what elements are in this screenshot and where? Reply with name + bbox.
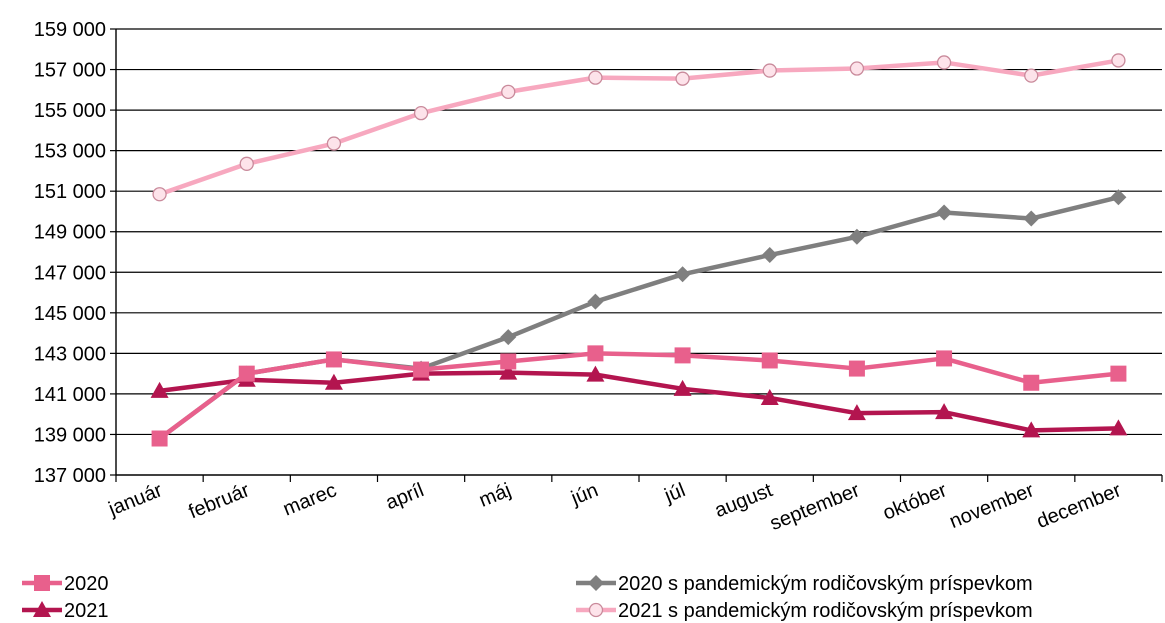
series-line	[158, 351, 1119, 441]
data-point	[152, 187, 167, 202]
data-point	[849, 61, 865, 76]
data-point	[324, 373, 343, 390]
axes	[110, 28, 1163, 482]
series-0	[151, 345, 1127, 447]
legend-marker	[588, 602, 604, 618]
data-point	[326, 136, 342, 151]
data-point	[762, 63, 777, 78]
data-point	[413, 105, 429, 121]
data-point	[936, 55, 952, 70]
y-tick-label: 157 000	[34, 60, 106, 82]
data-point	[935, 403, 954, 420]
x-tick-label: január	[105, 479, 166, 521]
x-tick-label: marec	[280, 479, 340, 520]
data-point	[848, 228, 865, 245]
legend-label: 2020 s pandemickým rodičovským príspevko…	[618, 573, 1033, 595]
x-tick-label: december	[1034, 479, 1125, 533]
data-point	[936, 204, 953, 221]
data-point	[587, 293, 604, 310]
x-tick-label: september	[767, 479, 863, 535]
data-point	[501, 84, 516, 99]
legend-item: 2020	[22, 573, 109, 595]
legend-label: 2021	[64, 600, 109, 622]
legend: 2020 2021 2020 s pandemickým rodičovským p…	[22, 573, 1033, 622]
legend-marker	[34, 575, 50, 591]
series-2	[151, 189, 1127, 447]
data-point	[413, 361, 430, 378]
data-point	[1110, 365, 1127, 382]
y-tick-label: 143 000	[34, 343, 106, 365]
data-point	[936, 350, 953, 367]
y-tick-label: 147 000	[34, 262, 106, 284]
y-tick-label: 153 000	[34, 141, 106, 163]
y-tick-label: 159 000	[34, 19, 106, 41]
data-point	[760, 388, 779, 405]
series-3	[152, 53, 1126, 202]
legend-label: 2021 s pandemickým rodičovským príspevko…	[618, 600, 1033, 622]
data-point	[325, 351, 342, 368]
data-point	[674, 347, 691, 364]
data-point	[1024, 68, 1039, 83]
y-tick-label: 141 000	[34, 384, 106, 406]
data-point	[847, 404, 866, 421]
legend-marker	[588, 575, 604, 591]
x-tick-label: jún	[567, 479, 601, 510]
data-point	[673, 379, 692, 396]
data-point	[675, 71, 690, 86]
series-1	[150, 363, 1128, 438]
x-tick-label: november	[946, 479, 1037, 533]
series-line	[158, 195, 1119, 441]
y-tick-label: 155 000	[34, 100, 106, 122]
data-point	[499, 363, 518, 380]
data-point	[1022, 421, 1041, 438]
data-point	[586, 365, 605, 382]
data-point	[1023, 210, 1040, 227]
data-point	[1109, 419, 1128, 436]
y-axis-tick-labels: 137 000 139 000 141 000 143 000 145 000 147 0…	[34, 19, 106, 487]
series-group	[150, 53, 1128, 447]
series-line	[159, 370, 1119, 433]
data-point	[674, 266, 691, 283]
series-line	[158, 58, 1119, 197]
legend-item: 2021	[22, 600, 109, 622]
data-point	[1110, 189, 1127, 206]
legend-item: 2021 s pandemickým rodičovským príspevko…	[576, 600, 1033, 622]
data-point	[238, 365, 255, 382]
data-point	[239, 156, 254, 171]
y-tick-label: 149 000	[34, 222, 106, 244]
legend-marker	[33, 601, 51, 617]
y-tick-label: 139 000	[34, 424, 106, 446]
data-point	[1111, 53, 1126, 68]
x-tick-label: október	[880, 479, 950, 525]
y-tick-label: 145 000	[34, 303, 106, 325]
x-tick-label: apríl	[383, 479, 427, 514]
data-point	[500, 329, 517, 346]
data-point	[848, 360, 865, 377]
data-point	[500, 353, 517, 370]
data-point	[761, 352, 778, 369]
y-tick-label: 137 000	[34, 465, 106, 487]
x-tick-label: február	[186, 479, 253, 523]
data-point	[588, 70, 603, 85]
x-axis-tick-labels: január február marec apríl máj jún júl augustse…	[105, 479, 1125, 535]
data-point	[151, 430, 168, 447]
x-tick-label: júl	[661, 479, 689, 507]
data-point	[587, 345, 604, 362]
data-point	[1023, 374, 1040, 391]
data-point	[761, 247, 778, 264]
x-tick-label: máj	[476, 479, 514, 511]
legend-item: 2020 s pandemickým rodičovským príspevko…	[576, 573, 1033, 595]
legend-label: 2020	[64, 573, 109, 595]
data-point	[150, 381, 169, 398]
y-tick-label: 151 000	[34, 181, 106, 203]
